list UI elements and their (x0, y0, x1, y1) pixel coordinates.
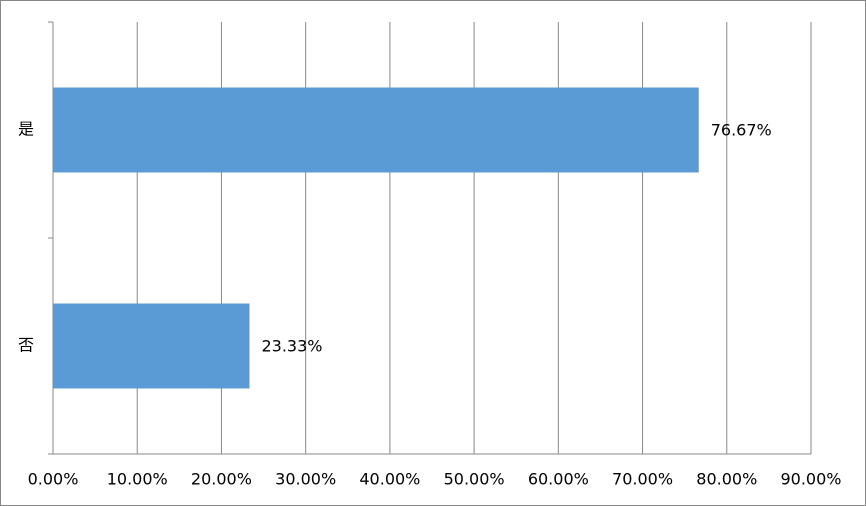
y-tick-label: 否 (18, 336, 34, 355)
x-tick-label: 60.00% (528, 470, 589, 489)
x-tick-label: 0.00% (28, 470, 79, 489)
x-tick-label: 50.00% (444, 470, 505, 489)
x-tick-label: 20.00% (191, 470, 252, 489)
y-tick-label: 是 (18, 120, 34, 139)
bar (53, 87, 699, 173)
x-tick-label: 40.00% (359, 470, 420, 489)
x-tick-label: 10.00% (107, 470, 168, 489)
x-tick-label: 90.00% (780, 470, 841, 489)
x-tick-label: 30.00% (275, 470, 336, 489)
x-tick-label: 80.00% (696, 470, 757, 489)
data-label: 23.33% (261, 337, 322, 356)
x-tick-label: 70.00% (612, 470, 673, 489)
bar (53, 303, 250, 389)
data-label: 76.67% (711, 121, 772, 140)
